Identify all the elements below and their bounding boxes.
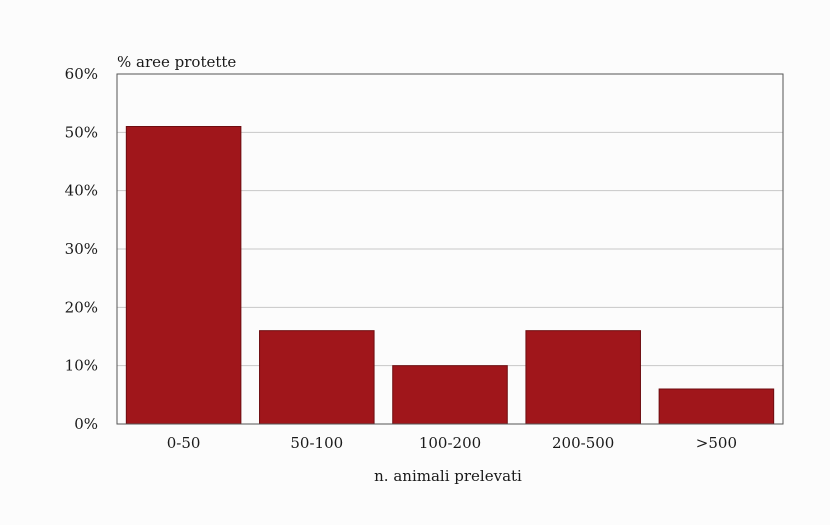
bar->500 <box>658 388 775 425</box>
x-tick-label: 0-50 <box>167 434 201 452</box>
bar-0-50 <box>125 126 242 425</box>
x-tick-labels: 0-50 50-100 100-200 200-500 >500 <box>167 434 737 452</box>
plot-border <box>116 73 784 425</box>
bars <box>125 126 775 425</box>
y-tick-label: 20% <box>65 298 98 316</box>
y-axis-label: % aree protette <box>117 53 236 71</box>
y-tick-label: 30% <box>65 240 98 258</box>
y-tick-label: 0% <box>74 415 98 433</box>
x-tick-label: 50-100 <box>290 434 343 452</box>
y-tick-label: 50% <box>65 123 98 141</box>
y-tick-label: 10% <box>65 357 98 375</box>
y-tick-label: 60% <box>65 65 98 83</box>
x-tick-label: 200-500 <box>552 434 614 452</box>
x-tick-label: 100-200 <box>419 434 481 452</box>
bar-50-100 <box>259 330 375 425</box>
bar-200-500 <box>525 330 641 425</box>
y-tick-labels: 0% 10% 20% 30% 40% 50% 60% <box>65 65 98 433</box>
x-tick-label: >500 <box>696 434 737 452</box>
x-axis-label: n. animali prelevati <box>374 467 522 485</box>
bar-100-200 <box>392 365 508 425</box>
y-tick-label: 40% <box>65 182 98 200</box>
